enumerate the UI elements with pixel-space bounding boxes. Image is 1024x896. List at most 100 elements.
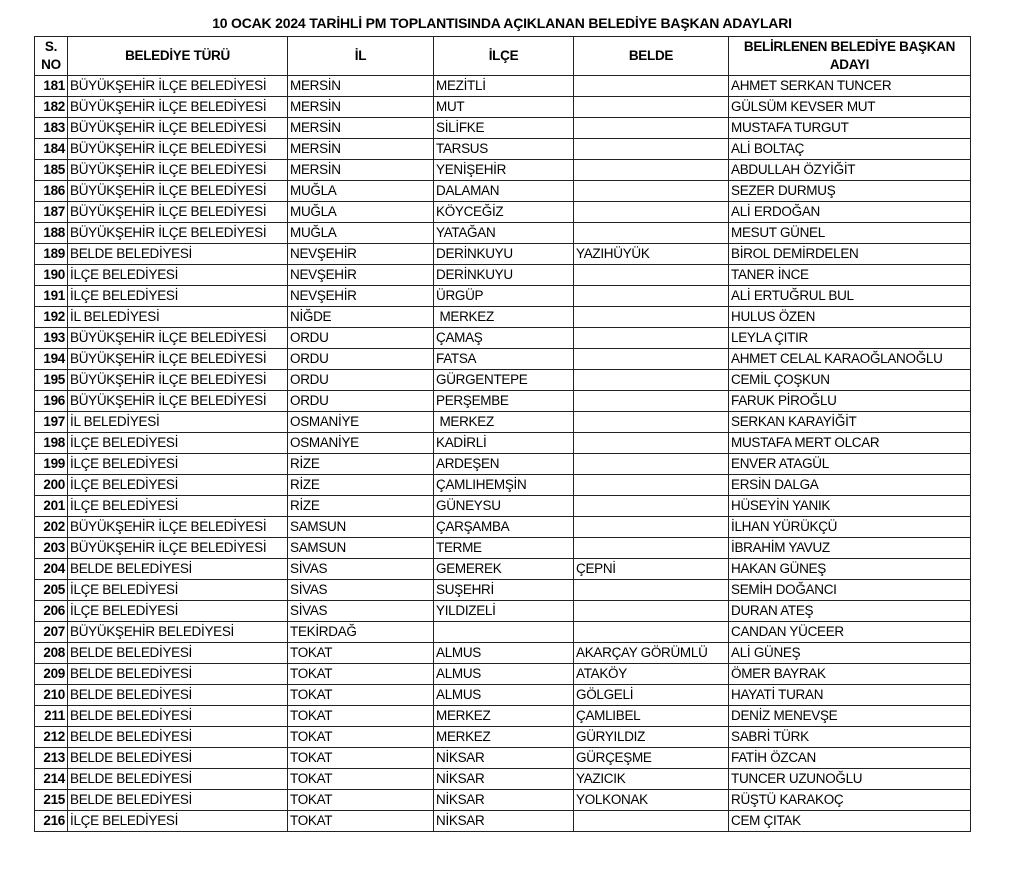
district-cell: NİKSAR [433, 810, 574, 832]
district-cell: YENİŞEHİR [433, 159, 574, 181]
district-cell: MUT [433, 96, 574, 118]
province-cell: TOKAT [287, 810, 434, 832]
province-cell: ORDU [287, 369, 434, 391]
municipality-type-cell: BÜYÜKŞEHİR İLÇE BELEDİYESİ [67, 75, 288, 97]
candidate-name-cell: İLHAN YÜRÜKÇÜ [728, 516, 971, 538]
town-cell [573, 117, 729, 139]
table-row: 209 BELDE BELEDİYESİ TOKAT ALMUS ATAKÖY ÖMER … [34, 663, 971, 685]
town-cell [573, 159, 729, 181]
row-number-cell: 208 [34, 642, 68, 664]
header-district: İLÇE [433, 36, 574, 76]
row-number-cell: 189 [34, 243, 68, 265]
table-row: 198 İLÇE BELEDİYESİ OSMANİYE KADİRLİ MUSTAFA… [34, 432, 971, 454]
municipality-type-cell: BÜYÜKŞEHİR İLÇE BELEDİYESİ [67, 138, 288, 160]
table-row: 199 İLÇE BELEDİYESİ RİZE ARDEŞEN ENVER ATAGÜ… [34, 453, 971, 475]
candidate-name-cell: CANDAN YÜCEER [728, 621, 971, 643]
table-row: 216 İLÇE BELEDİYESİ TOKAT NİKSAR CEM ÇITAK [34, 810, 971, 832]
district-cell: ALMUS [433, 642, 574, 664]
table-row: 181 BÜYÜKŞEHİR İLÇE BELEDİYESİ MERSİN MEZİT… [34, 75, 971, 97]
district-cell: TARSUS [433, 138, 574, 160]
candidate-name-cell: HULUS ÖZEN [728, 306, 971, 328]
province-cell: TOKAT [287, 747, 434, 769]
province-cell: NİĞDE [287, 306, 434, 328]
table-row: 182 BÜYÜKŞEHİR İLÇE BELEDİYESİ MERSİN MUT GÜ… [34, 96, 971, 118]
municipality-type-cell: BÜYÜKŞEHİR İLÇE BELEDİYESİ [67, 180, 288, 202]
row-number-cell: 216 [34, 810, 68, 832]
town-cell [573, 810, 729, 832]
row-number-cell: 195 [34, 369, 68, 391]
row-number-cell: 192 [34, 306, 68, 328]
row-number-cell: 215 [34, 789, 68, 811]
district-cell: YILDIZELİ [433, 600, 574, 622]
candidate-name-cell: TUNCER UZUNOĞLU [728, 768, 971, 790]
candidate-name-cell: LEYLA ÇITIR [728, 327, 971, 349]
table-row: 187 BÜYÜKŞEHİR İLÇE BELEDİYESİ MUĞLA KÖYCEĞ… [34, 201, 971, 223]
province-cell: TOKAT [287, 705, 434, 727]
town-cell: GÖLGELİ [573, 684, 729, 706]
district-cell: DERİNKUYU [433, 243, 574, 265]
town-cell [573, 600, 729, 622]
municipality-type-cell: İL BELEDİYESİ [67, 411, 288, 433]
town-cell: AKARÇAY GÖRÜMLÜ [573, 642, 729, 664]
municipality-type-cell: BÜYÜKŞEHİR İLÇE BELEDİYESİ [67, 516, 288, 538]
district-cell: SUŞEHRİ [433, 579, 574, 601]
town-cell [573, 75, 729, 97]
district-cell: KÖYCEĞİZ [433, 201, 574, 223]
document-title: 10 OCAK 2024 TARİHLİ PM TOPLANTISINDA AÇ… [212, 15, 792, 31]
province-cell: ORDU [287, 348, 434, 370]
table-header-row: S. NO BELEDİYE TÜRÜ İL İLÇE BELDE BELİRL… [34, 36, 971, 76]
province-cell: RİZE [287, 474, 434, 496]
municipality-type-cell: BÜYÜKŞEHİR İLÇE BELEDİYESİ [67, 327, 288, 349]
row-number-cell: 213 [34, 747, 68, 769]
town-cell [573, 390, 729, 412]
province-cell: NEVŞEHİR [287, 264, 434, 286]
row-number-cell: 194 [34, 348, 68, 370]
table-row: 214 BELDE BELEDİYESİ TOKAT NİKSAR YAZICIK TUN… [34, 768, 971, 790]
row-number-cell: 182 [34, 96, 68, 118]
province-cell: MERSİN [287, 159, 434, 181]
row-number-cell: 205 [34, 579, 68, 601]
district-cell: PERŞEMBE [433, 390, 574, 412]
municipality-type-cell: BÜYÜKŞEHİR BELEDİYESİ [67, 621, 288, 643]
town-cell [573, 411, 729, 433]
municipality-type-cell: BELDE BELEDİYESİ [67, 642, 288, 664]
table-row: 194 BÜYÜKŞEHİR İLÇE BELEDİYESİ ORDU FATSA AH… [34, 348, 971, 370]
row-number-cell: 210 [34, 684, 68, 706]
table-row: 215 BELDE BELEDİYESİ TOKAT NİKSAR YOLKONAK RÜ… [34, 789, 971, 811]
district-cell: YATAĞAN [433, 222, 574, 244]
town-cell [573, 264, 729, 286]
row-number-cell: 207 [34, 621, 68, 643]
row-number-cell: 191 [34, 285, 68, 307]
candidate-name-cell: AHMET CELAL KARAOĞLANOĞLU [728, 348, 971, 370]
table-row: 188 BÜYÜKŞEHİR İLÇE BELEDİYESİ MUĞLA YATAĞA… [34, 222, 971, 244]
candidate-name-cell: HAYATİ TURAN [728, 684, 971, 706]
province-cell: TOKAT [287, 684, 434, 706]
district-cell [433, 621, 574, 643]
candidate-name-cell: AHMET SERKAN TUNCER [728, 75, 971, 97]
town-cell: GÜRYILDIZ [573, 726, 729, 748]
province-cell: MUĞLA [287, 222, 434, 244]
row-number-cell: 200 [34, 474, 68, 496]
province-cell: SAMSUN [287, 516, 434, 538]
municipality-type-cell: BÜYÜKŞEHİR İLÇE BELEDİYESİ [67, 96, 288, 118]
municipality-type-cell: BÜYÜKŞEHİR İLÇE BELEDİYESİ [67, 117, 288, 139]
district-cell: TERME [433, 537, 574, 559]
row-number-cell: 202 [34, 516, 68, 538]
candidate-name-cell: ALİ BOLTAÇ [728, 138, 971, 160]
candidate-name-cell: ALİ GÜNEŞ [728, 642, 971, 664]
table-row: 184 BÜYÜKŞEHİR İLÇE BELEDİYESİ MERSİN TARSU… [34, 138, 971, 160]
municipality-type-cell: BELDE BELEDİYESİ [67, 726, 288, 748]
row-number-cell: 206 [34, 600, 68, 622]
district-cell: GÜNEYSU [433, 495, 574, 517]
district-cell: NİKSAR [433, 768, 574, 790]
table-row: 204 BELDE BELEDİYESİ SİVAS GEMEREK ÇEPNİ HAKA… [34, 558, 971, 580]
municipality-type-cell: BELDE BELEDİYESİ [67, 705, 288, 727]
town-cell [573, 138, 729, 160]
town-cell [573, 432, 729, 454]
town-cell: ÇEPNİ [573, 558, 729, 580]
table-row: 189 BELDE BELEDİYESİ NEVŞEHİR DERİNKUYU YAZI… [34, 243, 971, 265]
municipality-type-cell: BÜYÜKŞEHİR İLÇE BELEDİYESİ [67, 348, 288, 370]
municipality-type-cell: İLÇE BELEDİYESİ [67, 285, 288, 307]
town-cell: YAZIHÜYÜK [573, 243, 729, 265]
district-cell: NİKSAR [433, 747, 574, 769]
